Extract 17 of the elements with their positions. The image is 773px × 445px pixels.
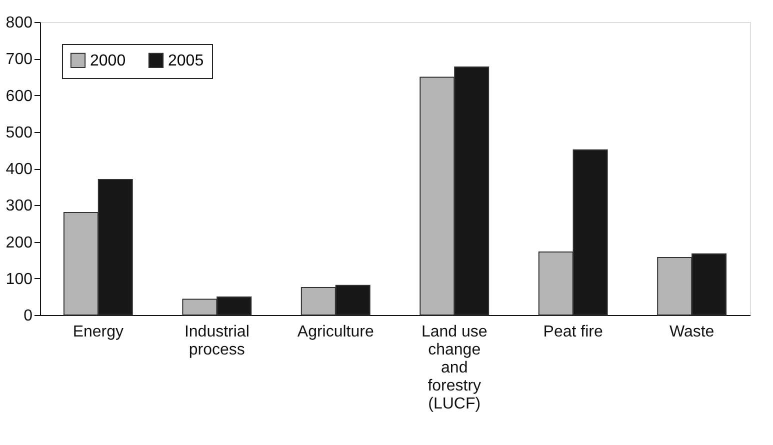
y-tick-label: 200 (6, 234, 33, 252)
x-tick-label: Peat fire (543, 324, 603, 340)
legend-label: 2000 (90, 52, 126, 70)
y-tick-label: 600 (6, 88, 33, 105)
y-tick-label: 400 (6, 161, 33, 178)
y-tick-label: 100 (6, 270, 33, 288)
y-tick-label: 300 (6, 198, 33, 215)
y-tick-label: 0 (24, 308, 33, 324)
legend-label: 2005 (168, 52, 204, 70)
y-tick-label: 500 (6, 124, 33, 142)
x-tick-label: Industrial process (184, 324, 250, 358)
x-tick-label: Energy (72, 324, 124, 340)
x-tick-label: Land use change and forestry (LUCF) (421, 324, 488, 412)
x-tick-label: Agriculture (297, 324, 374, 340)
y-tick-label: 800 (6, 14, 33, 32)
x-tick-label: Waste (669, 324, 714, 340)
y-tick-label: 700 (6, 51, 33, 68)
